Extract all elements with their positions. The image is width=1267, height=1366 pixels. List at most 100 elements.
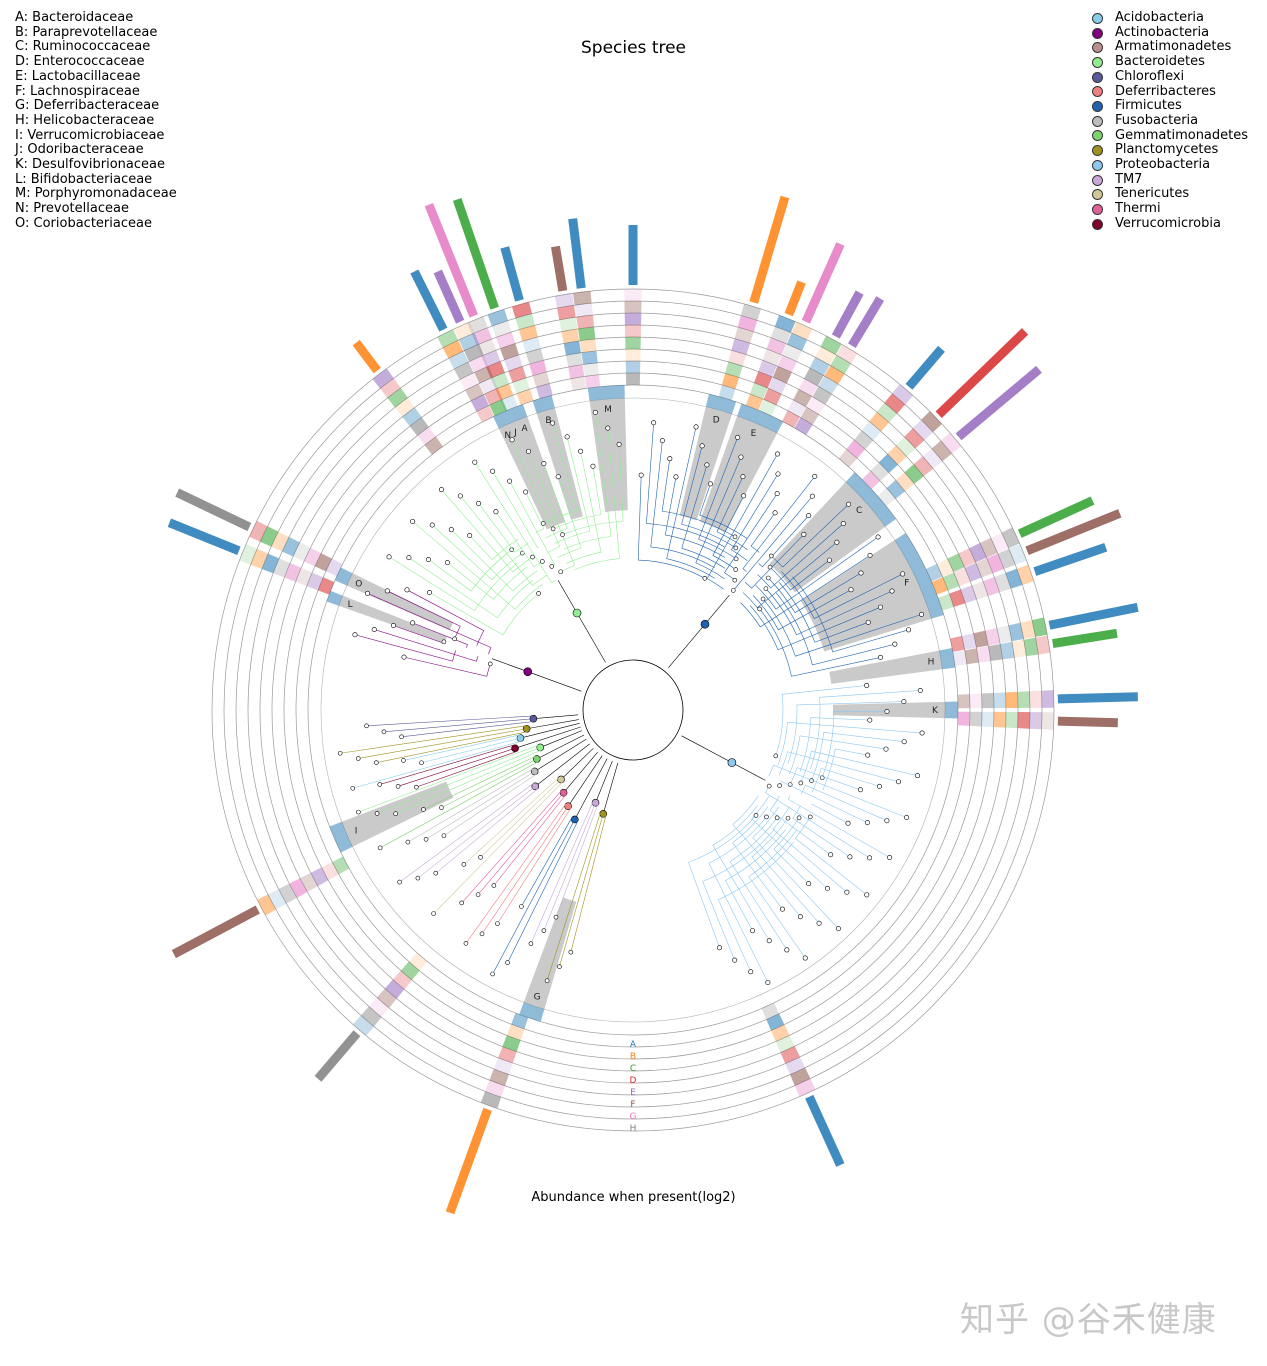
ring-cell xyxy=(787,399,806,418)
tree-node xyxy=(844,889,850,895)
phylum-legend-label: Firmicutes xyxy=(1115,98,1182,114)
clade-label: M xyxy=(604,405,612,415)
ring-cell xyxy=(515,313,535,330)
tree-node xyxy=(540,521,546,526)
tree-branch xyxy=(646,422,725,548)
ring-cell xyxy=(794,1078,816,1097)
tree-node xyxy=(840,521,846,527)
tree-node xyxy=(865,619,871,625)
clade-legend-item: H: Helicobacteraceae xyxy=(15,112,155,128)
tree-node xyxy=(864,820,870,826)
ring-cell xyxy=(958,548,976,568)
tree-branch xyxy=(742,476,816,572)
ring-cell xyxy=(798,378,818,397)
tree-node xyxy=(777,783,782,788)
tree-branch xyxy=(729,817,788,951)
ring-cell xyxy=(489,399,508,416)
tree-branch xyxy=(742,542,838,609)
tree-branch xyxy=(821,710,887,778)
ring-cell xyxy=(458,332,480,351)
ring-cell xyxy=(504,354,523,372)
tree-node xyxy=(555,474,561,480)
tree-branch xyxy=(530,801,596,944)
tree-branch xyxy=(491,658,582,692)
clade-label: F xyxy=(904,578,909,588)
ring-cell xyxy=(862,470,881,490)
tree-node xyxy=(490,971,495,977)
tree-node xyxy=(406,555,412,561)
tree-node xyxy=(901,699,907,705)
tree-branch xyxy=(520,723,580,739)
clade-highlight xyxy=(346,573,454,631)
ring-cell xyxy=(861,421,882,441)
phylum-marker-icon xyxy=(1092,130,1103,142)
tree-node xyxy=(807,814,813,820)
tree-branch xyxy=(789,735,887,775)
tree-node xyxy=(773,753,779,759)
ring-cell xyxy=(536,383,553,399)
tree-node xyxy=(419,760,424,766)
ring-cell xyxy=(409,417,429,436)
tree-node xyxy=(426,589,432,595)
phylum-legend-item: Bacteroidetes xyxy=(1092,54,1248,70)
ring-cell xyxy=(352,1015,374,1036)
ring-cell xyxy=(459,372,479,391)
tree-branch xyxy=(702,828,776,961)
tree-branch xyxy=(811,731,905,781)
ring-cell xyxy=(625,373,641,386)
tree-node xyxy=(393,811,398,816)
clade-legend-item: D: Enterococcaceae xyxy=(15,54,145,70)
tree-node xyxy=(887,855,893,861)
ring-cell xyxy=(261,553,280,574)
tree-node xyxy=(699,443,705,449)
tree-branch xyxy=(769,796,831,856)
ring-cell xyxy=(745,393,764,411)
tree-node xyxy=(835,926,841,932)
tree-node xyxy=(364,723,369,729)
ring-label: G xyxy=(630,1112,637,1122)
tree-branch xyxy=(460,495,547,586)
ring-cell xyxy=(372,368,394,389)
tree-branch xyxy=(661,458,736,538)
tree-node xyxy=(847,854,853,860)
tree-branch xyxy=(752,806,839,929)
phylum-legend-item: Verrucomicrobia xyxy=(1092,216,1248,232)
ring-cell xyxy=(895,436,916,457)
tree-branch xyxy=(507,819,579,963)
ring-cell xyxy=(737,315,758,332)
ring-cell xyxy=(511,1013,529,1030)
ring-cell xyxy=(869,412,890,432)
tree-node xyxy=(775,451,781,457)
tree-branch xyxy=(595,760,613,803)
ring-cell xyxy=(448,351,469,370)
tree-node xyxy=(763,586,769,591)
ring-cell xyxy=(754,371,773,389)
ring-cell xyxy=(559,317,578,332)
tree-node xyxy=(765,979,771,985)
clade-label: G xyxy=(534,992,541,1002)
clade-highlights: N J A B M D E C F H K LO I G xyxy=(326,385,958,1022)
ring-cell xyxy=(273,558,291,578)
tree-node xyxy=(784,947,790,953)
ring-cell xyxy=(804,367,824,387)
abundance-bar xyxy=(500,246,524,302)
ring-cell xyxy=(516,389,534,405)
tree-node xyxy=(616,441,622,447)
tree-node xyxy=(431,911,436,916)
tree-branch xyxy=(432,524,523,581)
ring-cell xyxy=(876,402,898,423)
tree-node xyxy=(381,729,387,735)
ring-cell xyxy=(624,325,642,338)
tree-node xyxy=(495,921,500,926)
abundance-bar xyxy=(935,328,1029,419)
tree-branch xyxy=(428,549,512,592)
ring-cell xyxy=(770,326,791,344)
tree-branch xyxy=(789,767,861,791)
ring-cell xyxy=(979,537,998,558)
tree-node xyxy=(638,472,644,478)
ring-cell xyxy=(484,388,503,406)
phylum-marker-icon xyxy=(1092,12,1103,24)
tree-branch xyxy=(477,792,564,895)
tree-node xyxy=(549,564,555,569)
tree-branch xyxy=(425,771,535,840)
